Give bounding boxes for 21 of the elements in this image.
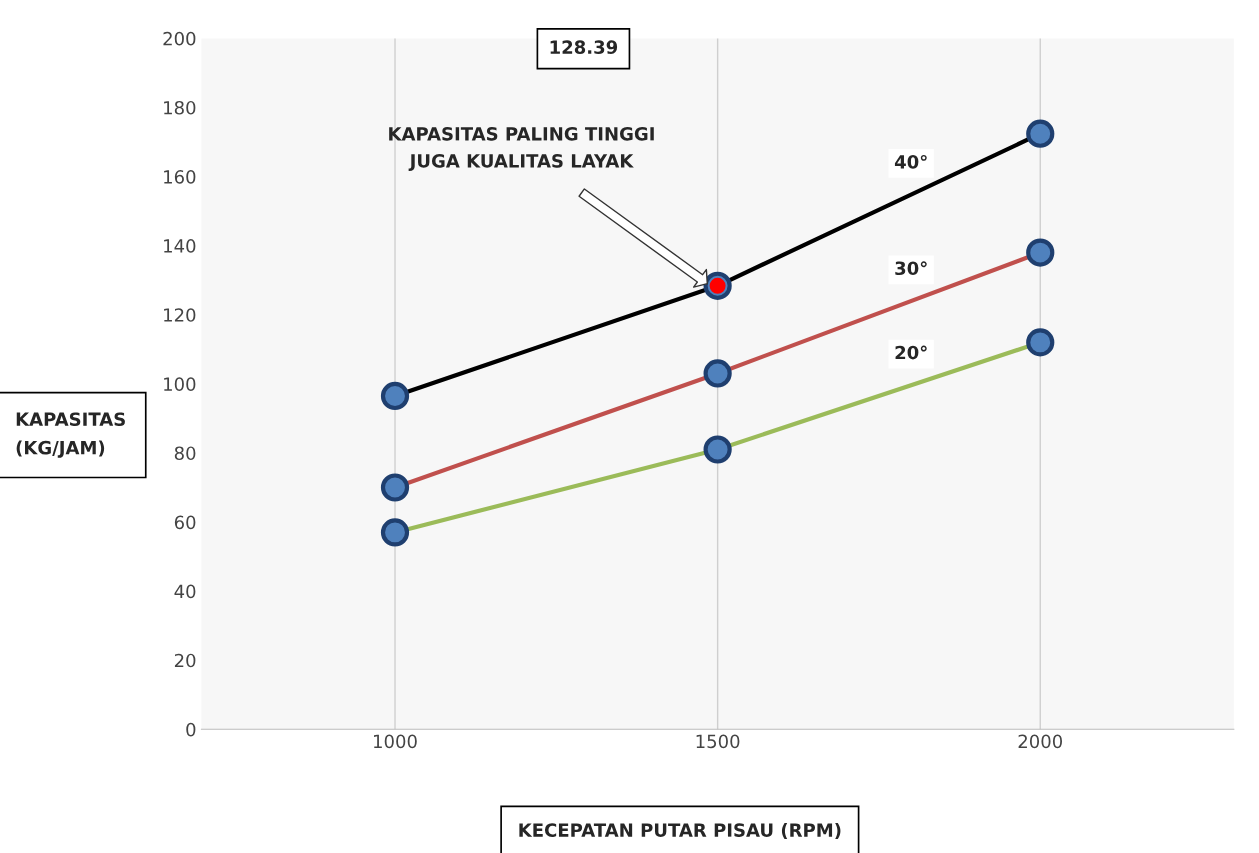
x-tick-label: 2000 bbox=[1018, 734, 1063, 749]
y-tick-label: 120 bbox=[164, 308, 196, 322]
y-tick-label: 140 bbox=[164, 239, 196, 253]
series-label: 20° bbox=[895, 345, 927, 360]
y-tick-label: 160 bbox=[164, 170, 196, 184]
y-tick-label: 0 bbox=[186, 722, 196, 737]
y-tick-label: 20 bbox=[174, 653, 196, 668]
annotation: KAPASITAS PALING TINGGI JUGA KUALITAS LAYAK bbox=[389, 126, 654, 172]
y-tick-label: 60 bbox=[174, 515, 196, 530]
series-label: 40° bbox=[894, 154, 927, 169]
x-axis-title: KECEPATAN PUTAR PISAU (RPM) bbox=[519, 822, 841, 840]
y-tick-label: 100 bbox=[164, 377, 196, 391]
annotation: 128.39 bbox=[550, 40, 618, 54]
y-axis-title: KAPASITAS (KG/JAM) bbox=[16, 412, 125, 458]
y-tick-label: 180 bbox=[164, 100, 196, 115]
x-tick-label: 1500 bbox=[696, 734, 740, 749]
series-label: 30° bbox=[895, 261, 927, 276]
x-tick-label: 1000 bbox=[374, 734, 417, 749]
y-tick-label: 200 bbox=[163, 31, 196, 46]
y-tick-label: 40 bbox=[174, 584, 196, 599]
y-tick-label: 80 bbox=[174, 446, 196, 461]
